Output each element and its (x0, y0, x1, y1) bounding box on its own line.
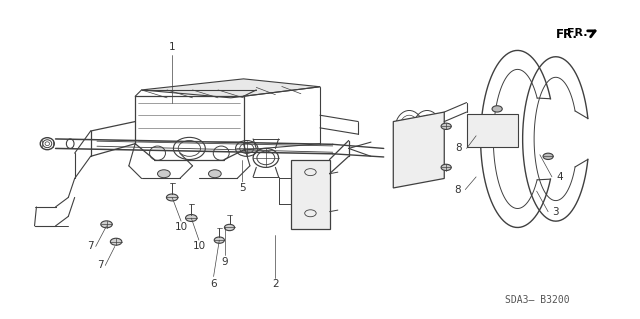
Text: 10: 10 (175, 222, 188, 233)
Text: 1: 1 (169, 42, 175, 52)
Polygon shape (291, 160, 330, 229)
Ellipse shape (225, 224, 235, 231)
Polygon shape (394, 112, 444, 188)
Text: 8: 8 (456, 144, 462, 153)
Text: 8: 8 (454, 184, 461, 195)
Ellipse shape (441, 164, 451, 171)
Text: FR.: FR. (567, 28, 588, 38)
Ellipse shape (166, 194, 178, 201)
Ellipse shape (209, 170, 221, 178)
Text: 10: 10 (193, 241, 205, 251)
Ellipse shape (214, 237, 225, 243)
Text: FR.: FR. (556, 28, 578, 41)
Text: 6: 6 (211, 279, 217, 289)
Ellipse shape (543, 153, 553, 160)
Polygon shape (141, 79, 320, 98)
Text: 7: 7 (87, 241, 94, 251)
Text: 3: 3 (552, 207, 559, 217)
Text: 9: 9 (221, 257, 228, 267)
Ellipse shape (186, 214, 197, 221)
Ellipse shape (110, 238, 122, 245)
Text: SDA3– B3200: SDA3– B3200 (505, 295, 570, 305)
Ellipse shape (492, 106, 502, 112)
Polygon shape (467, 114, 518, 147)
Ellipse shape (100, 221, 112, 228)
Text: 4: 4 (556, 172, 563, 182)
Text: 5: 5 (239, 183, 246, 193)
Text: 2: 2 (272, 279, 278, 289)
Text: 7: 7 (97, 260, 104, 271)
Ellipse shape (441, 123, 451, 130)
Ellipse shape (157, 170, 170, 178)
